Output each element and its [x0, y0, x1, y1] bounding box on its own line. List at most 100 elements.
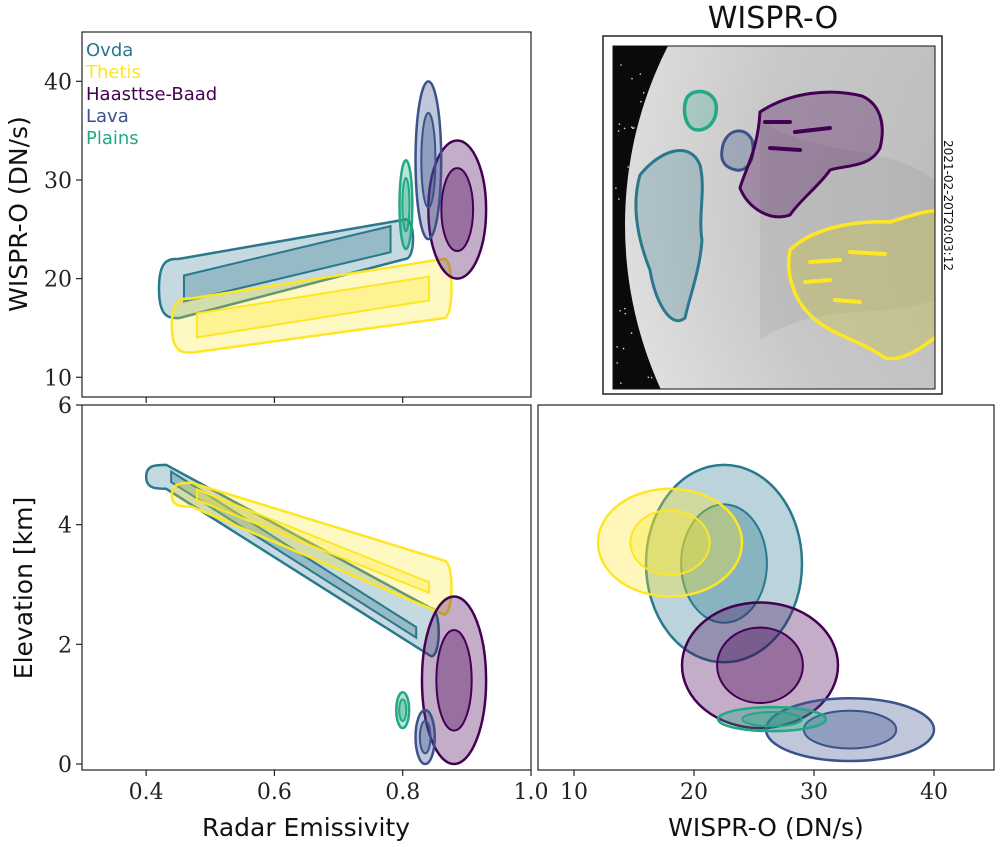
series-plains: [395, 690, 411, 730]
star: [627, 166, 629, 168]
series-ovda: [144, 463, 440, 658]
panel-bottom-left-frame: [81, 404, 532, 771]
star: [640, 100, 642, 103]
panel-top-left-ticks: 10 20 30 40: [44, 70, 404, 403]
series-plains: [716, 705, 828, 733]
star: [616, 362, 618, 364]
series-haasttse-baad: [680, 601, 840, 730]
region-plains-outline: [682, 89, 719, 132]
density-core-haasttse-baad: [716, 626, 804, 704]
x-tick-label: 1.0: [514, 780, 549, 805]
density-region-lava: [414, 80, 443, 241]
panel-top-left-marks: [157, 80, 488, 354]
top-left-ylabel: WISPR-O (DN/s): [4, 116, 33, 312]
x-tick-label: 0.6: [257, 780, 292, 805]
density-region-plains: [716, 705, 828, 733]
star: [618, 198, 620, 200]
star: [631, 77, 633, 80]
y-tick-label: 10: [44, 366, 72, 391]
density-core-ovda: [182, 224, 392, 303]
star: [631, 126, 633, 128]
star: [624, 307, 626, 310]
density-region-haasttse-baad: [680, 601, 840, 730]
series-ovda: [644, 463, 804, 664]
series-lava: [414, 708, 437, 766]
legend-plains: Plains: [86, 128, 139, 149]
density-core-ovda: [170, 469, 418, 640]
legend-thetis: Thetis: [85, 62, 141, 83]
x-tick-label: 30: [800, 780, 828, 805]
x-tick-label: 20: [680, 780, 708, 805]
star: [647, 376, 650, 379]
panel-bottom-left-ticks: 0.4 0.6 0.8 1.0 0 2 4 6: [58, 394, 549, 805]
bottom-left-ylabel: Elevation [km]: [9, 497, 38, 679]
star: [618, 123, 621, 125]
density-core-plains: [401, 177, 411, 233]
density-region-lava: [764, 696, 936, 763]
star: [650, 376, 653, 379]
y-tick-label: 2: [58, 633, 72, 658]
star: [630, 332, 633, 334]
x-tick-label: 40: [920, 780, 948, 805]
star: [619, 309, 621, 312]
image-inner-frame: [612, 45, 936, 390]
y-tick-label: 6: [58, 394, 72, 419]
series-lava: [764, 696, 936, 763]
star: [639, 73, 642, 75]
star: [620, 382, 622, 384]
x-tick-label: 0.4: [129, 780, 164, 805]
density-core-plains: [741, 710, 803, 728]
density-region-thetis: [596, 487, 744, 598]
x-tick-label: 10: [560, 780, 588, 805]
star: [620, 64, 622, 66]
density-core-thetis: [195, 275, 431, 339]
star: [642, 92, 645, 94]
region-dashes: [763, 120, 887, 304]
density-core-plains: [398, 698, 408, 722]
star: [623, 127, 626, 130]
star: [616, 346, 618, 348]
star: [624, 312, 627, 315]
series-thetis: [170, 481, 453, 616]
series-thetis: [170, 257, 453, 354]
density-core-thetis: [629, 509, 711, 576]
density-region-haasttse-baad: [420, 595, 488, 766]
legend-ovda: Ovda: [86, 40, 133, 61]
region-ovda-outline: [634, 149, 704, 322]
density-region-ovda: [644, 463, 804, 664]
x-tick-label: 0.8: [385, 780, 420, 805]
y-tick-label: 20: [44, 268, 72, 293]
y-tick-label: 0: [58, 753, 72, 778]
panel-bottom-left-marks: [144, 463, 488, 766]
series-haasttse-baad: [420, 595, 488, 766]
y-tick-label: 4: [58, 514, 72, 539]
bottom-right-xlabel: WISPR-O (DN/s): [668, 813, 864, 842]
star: [615, 187, 617, 189]
image-panel-title: WISPR-O: [708, 1, 839, 36]
density-core-lava: [418, 719, 432, 755]
y-tick-label: 30: [44, 169, 72, 194]
density-core-ovda: [680, 503, 768, 624]
density-region-plains: [398, 158, 414, 251]
bottom-left-xlabel: Radar Emissivity: [202, 813, 410, 842]
series-thetis: [596, 487, 744, 598]
panel-bottom-right-marks: [596, 463, 936, 763]
venus-shading: [760, 120, 935, 340]
panel-bottom-right-ticks: 10 20 30 40: [560, 770, 948, 805]
legend-haasttse-baad: Haasttse-Baad: [86, 84, 217, 105]
density-core-lava: [420, 111, 437, 209]
density-region-plains: [395, 690, 411, 730]
series-haasttse-baad: [427, 139, 488, 280]
image-timestamp: 2021-02-20T20:03:12: [941, 140, 955, 271]
wispr-image: 2021-02-20T20:03:12: [602, 35, 955, 395]
series-plains: [398, 158, 414, 251]
density-core-haasttse-baad: [440, 167, 475, 252]
density-region-haasttse-baad: [427, 139, 488, 280]
series-lava: [414, 80, 443, 241]
star: [622, 347, 625, 350]
y-tick-label: 40: [44, 70, 72, 95]
region-thetis-outline: [787, 209, 935, 361]
density-core-thetis: [195, 488, 431, 595]
